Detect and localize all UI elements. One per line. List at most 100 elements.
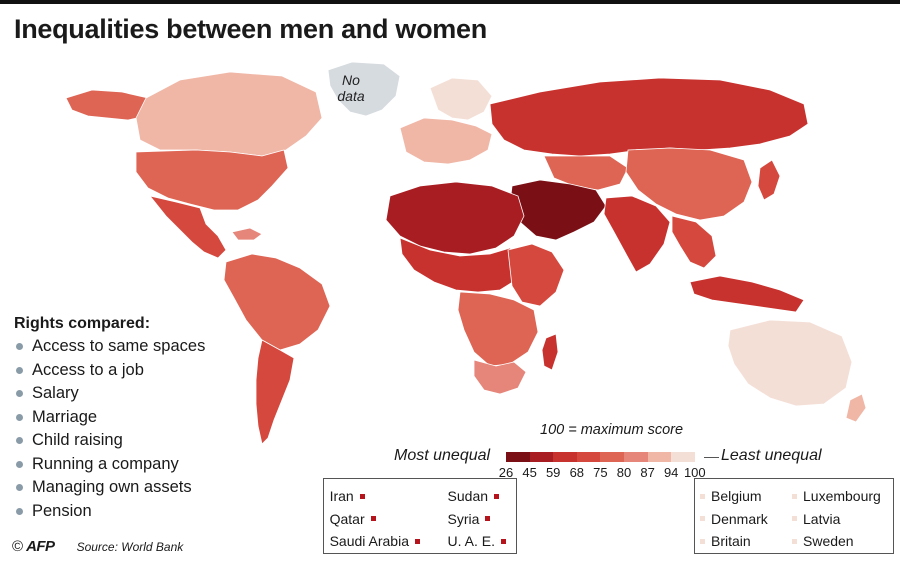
right-item-label: Marriage xyxy=(32,407,98,426)
scale-tick-label: 94 xyxy=(663,465,679,480)
scale-ticks: 26 45 59 68 75 80 87 94 100 xyxy=(494,465,718,481)
region-china xyxy=(625,147,753,221)
max-score-note: 100 = maximum score xyxy=(540,422,684,438)
country-swatch-icon xyxy=(415,538,420,544)
country-entry: Sweden xyxy=(792,530,881,553)
most-unequal-col-1: Iran Qatar Saudi Arabia xyxy=(330,485,420,553)
country-name: Denmark xyxy=(711,510,768,527)
country-swatch-icon xyxy=(370,516,376,522)
country-entry: Britain xyxy=(700,530,768,553)
scale-tick-label: 87 xyxy=(640,465,655,480)
source-text: Source: World Bank xyxy=(76,539,184,554)
country-entry: Syria xyxy=(448,508,506,531)
country-swatch-icon xyxy=(792,538,797,544)
most-unequal-box: Iran Qatar Saudi Arabia Sudan Syria U. A. E. xyxy=(323,478,517,554)
region-south-america-south xyxy=(255,339,295,445)
country-name: Sweden xyxy=(803,533,854,549)
right-item: Managing own assets xyxy=(14,476,314,500)
region-east-africa xyxy=(507,243,565,307)
scale-swatch xyxy=(529,452,554,462)
country-swatch-icon xyxy=(501,538,506,544)
right-item: Child raising xyxy=(14,429,314,453)
bullet-icon xyxy=(16,437,23,445)
bullet-icon xyxy=(16,413,23,421)
scale-tick-label: 26 xyxy=(498,465,514,480)
scale-tick-label: 59 xyxy=(545,465,561,480)
right-item: Running a company xyxy=(14,453,314,477)
region-central-asia xyxy=(543,155,629,191)
country-name: Sudan xyxy=(447,488,489,504)
right-item: Salary xyxy=(14,382,314,406)
rights-compared: Rights compared: Access to same spaces Ac… xyxy=(14,315,314,523)
least-unequal-pointer xyxy=(704,457,719,458)
country-entry: Luxembourg xyxy=(792,485,881,508)
country-name: Belgium xyxy=(711,488,762,504)
country-name: Britain xyxy=(711,533,751,549)
rights-heading: Rights compared: xyxy=(14,315,151,332)
country-entry: Saudi Arabia xyxy=(330,530,420,553)
right-item-label: Running a company xyxy=(32,454,179,473)
least-unequal-col-1: Belgium Denmark Britain xyxy=(700,485,768,553)
region-north-africa xyxy=(385,181,525,255)
region-europe-north xyxy=(429,77,493,121)
region-russia xyxy=(489,77,809,157)
country-name: Qatar xyxy=(329,510,365,527)
region-central-africa xyxy=(457,291,539,367)
country-swatch-icon xyxy=(792,516,797,522)
right-item: Marriage xyxy=(14,406,314,430)
right-item-label: Child raising xyxy=(32,431,123,449)
right-item: Access to a job xyxy=(14,359,314,383)
scale-swatch xyxy=(576,452,601,462)
country-entry: Denmark xyxy=(700,508,768,531)
region-south-africa xyxy=(473,359,527,395)
region-greenland xyxy=(327,61,401,117)
country-swatch-icon xyxy=(359,493,365,499)
bullet-icon xyxy=(16,343,23,351)
scale-swatch xyxy=(600,452,624,462)
most-unequal-col-2: Sudan Syria U. A. E. xyxy=(448,485,506,553)
region-west-africa xyxy=(399,237,523,293)
country-entry: Sudan xyxy=(448,485,506,508)
bullet-icon xyxy=(16,390,23,398)
scale-tick-label: 68 xyxy=(569,465,585,480)
country-name: Iran xyxy=(329,488,354,504)
bullet-icon xyxy=(16,460,23,468)
scale-tick-label: 80 xyxy=(616,465,632,480)
least-unequal-label: Least unequal xyxy=(721,447,822,464)
region-indonesia xyxy=(689,275,805,313)
bullet-icon xyxy=(16,484,23,492)
region-new-zealand xyxy=(845,393,867,423)
region-usa xyxy=(135,149,289,211)
country-swatch-icon xyxy=(700,538,705,544)
page-title: Inequalities between men and women xyxy=(14,14,487,44)
color-scale xyxy=(506,452,695,462)
rights-list: Access to same spaces Access to a job Sala… xyxy=(14,335,314,523)
country-entry: U. A. E. xyxy=(448,530,506,553)
right-item: Access to same spaces xyxy=(14,335,314,359)
scale-swatch xyxy=(623,452,648,462)
country-name: Luxembourg xyxy=(803,488,881,504)
region-southeast-asia xyxy=(671,215,717,269)
no-data-label: No data xyxy=(337,72,365,104)
region-south-asia xyxy=(603,195,671,273)
credit-line: © AFP Source: World Bank xyxy=(12,538,183,555)
scale-swatch xyxy=(647,452,672,462)
country-swatch-icon xyxy=(700,516,705,522)
country-name: Latvia xyxy=(803,510,841,527)
region-alaska xyxy=(65,89,149,121)
country-entry: Belgium xyxy=(700,485,768,508)
country-name: Syria xyxy=(447,510,480,527)
region-europe-west xyxy=(399,117,493,165)
afp-logo: AFP xyxy=(26,538,55,555)
country-name: U. A. E. xyxy=(447,533,495,549)
least-unequal-box: Belgium Denmark Britain Luxembourg Latvia Sw… xyxy=(694,478,894,554)
region-south-america-north xyxy=(223,253,331,351)
country-swatch-icon xyxy=(700,493,705,499)
right-item-label: Salary xyxy=(32,384,79,402)
bullet-icon xyxy=(16,366,23,374)
most-unequal-label: Most unequal xyxy=(394,447,491,464)
country-name: Saudi Arabia xyxy=(329,533,409,549)
right-item-label: Access to a job xyxy=(32,360,144,379)
